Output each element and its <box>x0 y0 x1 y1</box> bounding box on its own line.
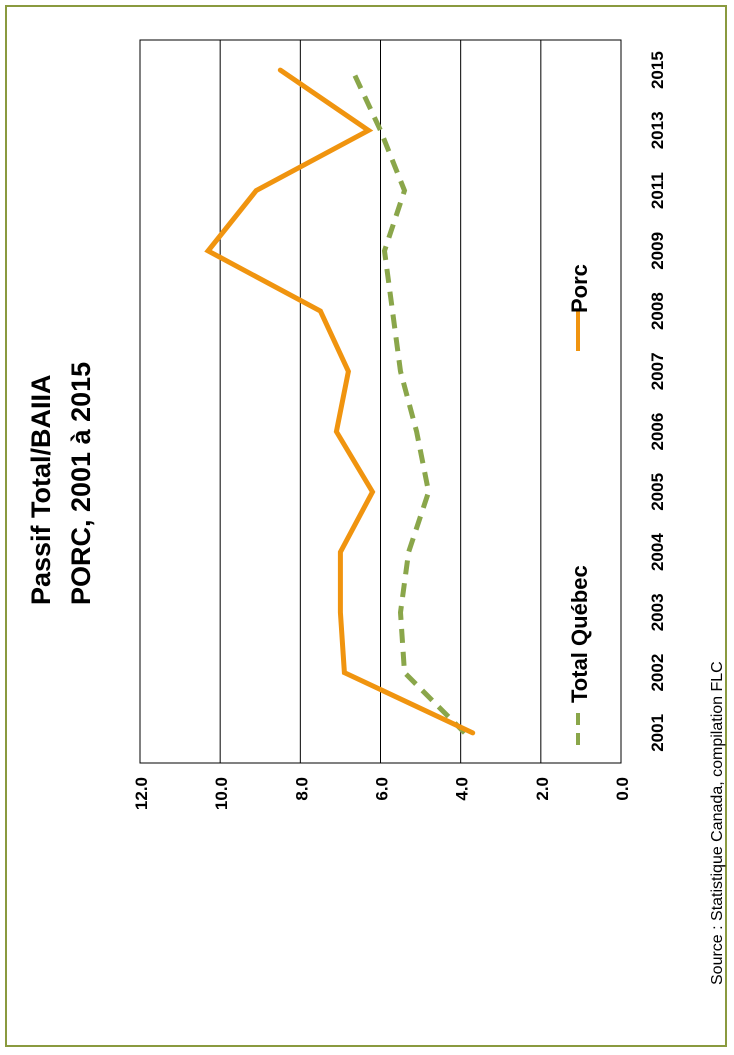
plot-area <box>139 39 622 764</box>
y-tick-label: 2.0 <box>533 777 552 801</box>
x-tick-label: 2005 <box>648 473 667 511</box>
series-line-total-quebec <box>350 69 467 735</box>
chart-subtitle: PORC, 2001 à 2015 <box>66 362 96 605</box>
y-tick-label: 10.0 <box>212 777 231 810</box>
x-tick-label: 2007 <box>648 352 667 390</box>
x-tick-label: 2015 <box>648 51 667 89</box>
x-tick-label: 2006 <box>648 413 667 451</box>
x-axis: 2001 2002 2003 2004 2005 2006 2007 2008 2009 2011… <box>648 51 667 752</box>
y-axis: 0.0 2.0 4.0 6.0 8.0 10.0 12.0 <box>132 777 632 810</box>
y-tick-label: 8.0 <box>292 777 311 801</box>
series-lines <box>204 67 476 736</box>
legend-label-porc: Porc <box>567 264 592 313</box>
x-tick-label: 2004 <box>648 533 667 571</box>
chart-frame <box>5 5 727 1047</box>
legend-label-total-quebec: Total Québec <box>567 565 592 703</box>
y-tick-label: 6.0 <box>373 777 392 801</box>
x-tick-label: 2003 <box>648 593 667 631</box>
series-line-porc <box>204 67 476 736</box>
y-tick-label: 0.0 <box>613 777 632 801</box>
source-note: Source : Statistique Canada, compilation… <box>709 661 726 985</box>
x-tick-label: 2009 <box>648 232 667 270</box>
x-tick-label: 2001 <box>648 714 667 752</box>
legend: Total Québec Porc <box>567 264 592 745</box>
y-tick-label: 12.0 <box>132 777 151 810</box>
y-tick-label: 4.0 <box>453 777 472 801</box>
x-tick-label: 2002 <box>648 654 667 692</box>
x-tick-label: 2008 <box>648 292 667 330</box>
x-tick-label: 2011 <box>648 172 667 209</box>
grid <box>219 40 542 763</box>
x-tick-label: 2013 <box>648 111 667 149</box>
chart-title: Passif Total/BAIIA <box>26 374 56 605</box>
